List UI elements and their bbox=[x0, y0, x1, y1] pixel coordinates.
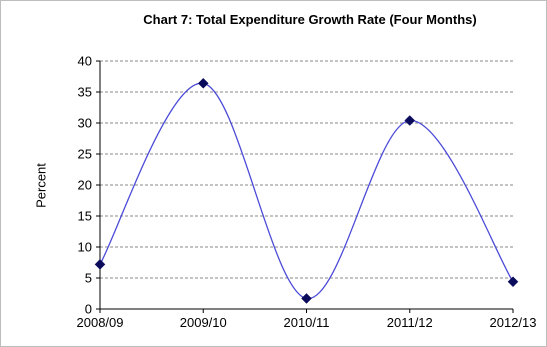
x-tick-label: 2009/10 bbox=[180, 315, 227, 330]
y-tick-label: 10 bbox=[78, 240, 92, 255]
series-line bbox=[99, 82, 514, 300]
y-tick-label: 5 bbox=[85, 271, 92, 286]
chart-title: Chart 7: Total Expenditure Growth Rate (… bbox=[143, 12, 477, 27]
y-tick-label: 15 bbox=[78, 209, 92, 224]
data-point-2008/09 bbox=[94, 259, 106, 270]
data-point-2011/12 bbox=[404, 115, 416, 126]
y-tick-label: 35 bbox=[78, 85, 92, 100]
x-tick-label: 2010/11 bbox=[283, 315, 329, 330]
data-point-2009/10 bbox=[197, 77, 209, 89]
data-point-2010/11 bbox=[301, 293, 312, 304]
x-tick-label: 2012/13 bbox=[490, 315, 537, 330]
y-tick-label: 40 bbox=[78, 54, 92, 69]
x-tick-label: 2011/12 bbox=[387, 315, 433, 330]
data-point-2012/13 bbox=[507, 276, 519, 288]
x-tick-label: 2008/09 bbox=[77, 315, 124, 330]
y-tick-label: 0 bbox=[85, 302, 92, 317]
y-tick-label: 25 bbox=[78, 147, 92, 162]
y-tick-label: 30 bbox=[78, 116, 92, 131]
y-tick-label: 20 bbox=[78, 178, 92, 193]
